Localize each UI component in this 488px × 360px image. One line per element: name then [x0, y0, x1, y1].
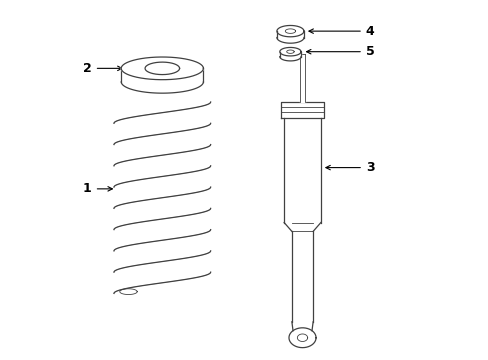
Text: 1: 1 — [83, 183, 112, 195]
Polygon shape — [121, 57, 203, 80]
Text: 2: 2 — [83, 62, 122, 75]
Text: 5: 5 — [306, 45, 374, 58]
Polygon shape — [276, 31, 304, 37]
Polygon shape — [279, 48, 301, 56]
Polygon shape — [284, 222, 320, 231]
Polygon shape — [121, 68, 203, 82]
Polygon shape — [284, 118, 320, 222]
Text: 3: 3 — [325, 161, 374, 174]
Polygon shape — [276, 26, 304, 37]
Text: 4: 4 — [308, 24, 374, 38]
Polygon shape — [279, 52, 301, 57]
Polygon shape — [299, 54, 305, 102]
Polygon shape — [280, 102, 324, 118]
Polygon shape — [291, 231, 312, 322]
